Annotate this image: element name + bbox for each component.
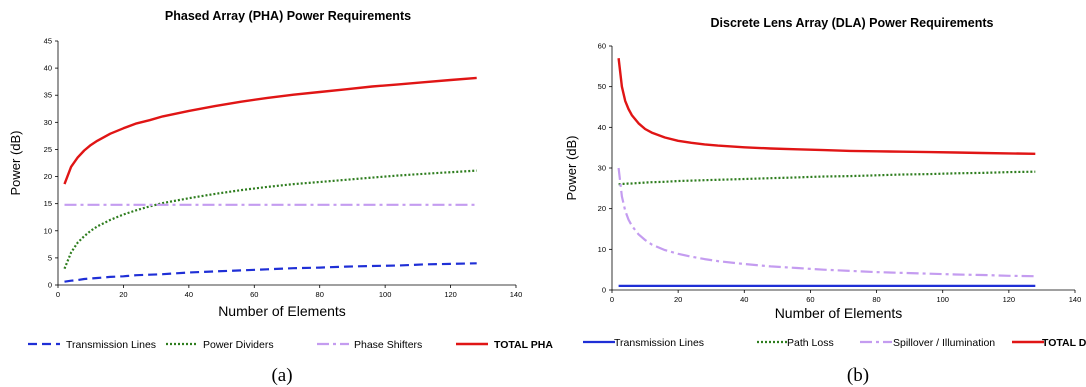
y-tick-label: 15 [44,199,52,208]
y-tick-label: 60 [598,42,606,51]
x-tick-label: 140 [1069,295,1082,304]
legend-label-0: Transmission Lines [66,339,156,351]
y-axis-label: Power (dB) [564,135,579,200]
x-tick-label: 20 [674,295,682,304]
y-tick-label: 30 [44,118,52,127]
y-tick-label: 10 [598,245,606,254]
x-tick-label: 40 [185,290,193,299]
x-tick-label: 100 [936,295,949,304]
chart-title: Phased Array (PHA) Power Requirements [165,9,411,23]
legend-label-3: TOTAL DLA [1042,337,1086,349]
y-tick-label: 5 [48,253,52,262]
y-tick-label: 25 [44,145,52,154]
series-line-3 [617,58,1036,155]
legend-label-2: Phase Shifters [354,339,422,351]
x-axis-label: Number of Elements [218,303,346,319]
series-line-0 [64,262,477,283]
legend-label-0: Transmission Lines [614,337,704,349]
y-tick-label: 0 [48,281,52,290]
y-tick-label: 45 [44,37,52,46]
legend-label-1: Path Loss [787,337,834,349]
y-tick-label: 30 [598,164,606,173]
figure-caption: (a) [271,365,292,386]
x-tick-label: 20 [119,290,127,299]
x-tick-label: 100 [379,290,392,299]
chart-1: Discrete Lens Array (DLA) Power Requirem… [564,16,1086,386]
x-tick-label: 80 [872,295,880,304]
legend-label-3: TOTAL PHA [494,339,553,351]
x-tick-label: 120 [444,290,457,299]
legend-label-2: Spillover / Illumination [893,337,995,349]
series-line-3 [63,76,477,185]
y-tick-label: 0 [602,286,606,295]
y-tick-label: 10 [44,226,52,235]
series-line-1 [618,170,1036,186]
x-tick-label: 0 [610,295,614,304]
y-tick-label: 20 [598,204,606,213]
series-line-1 [63,169,477,270]
x-axis-label: Number of Elements [775,305,903,321]
y-tick-label: 20 [44,172,52,181]
series-line-2 [617,167,1036,278]
y-tick-label: 50 [598,82,606,91]
x-tick-label: 140 [510,290,523,299]
figure-caption: (b) [847,365,869,386]
x-tick-label: 80 [316,290,324,299]
x-tick-label: 40 [740,295,748,304]
chart-0: Phased Array (PHA) Power Requirements 0 5 1… [8,9,553,386]
x-tick-label: 60 [250,290,258,299]
y-tick-label: 40 [598,123,606,132]
x-tick-label: 60 [806,295,814,304]
x-tick-label: 0 [56,290,60,299]
y-axis-label: Power (dB) [8,130,23,195]
x-tick-label: 120 [1003,295,1016,304]
y-tick-label: 35 [44,91,52,100]
y-tick-label: 40 [44,64,52,73]
chart-title: Discrete Lens Array (DLA) Power Requirem… [711,16,994,30]
legend-label-1: Power Dividers [203,339,274,351]
